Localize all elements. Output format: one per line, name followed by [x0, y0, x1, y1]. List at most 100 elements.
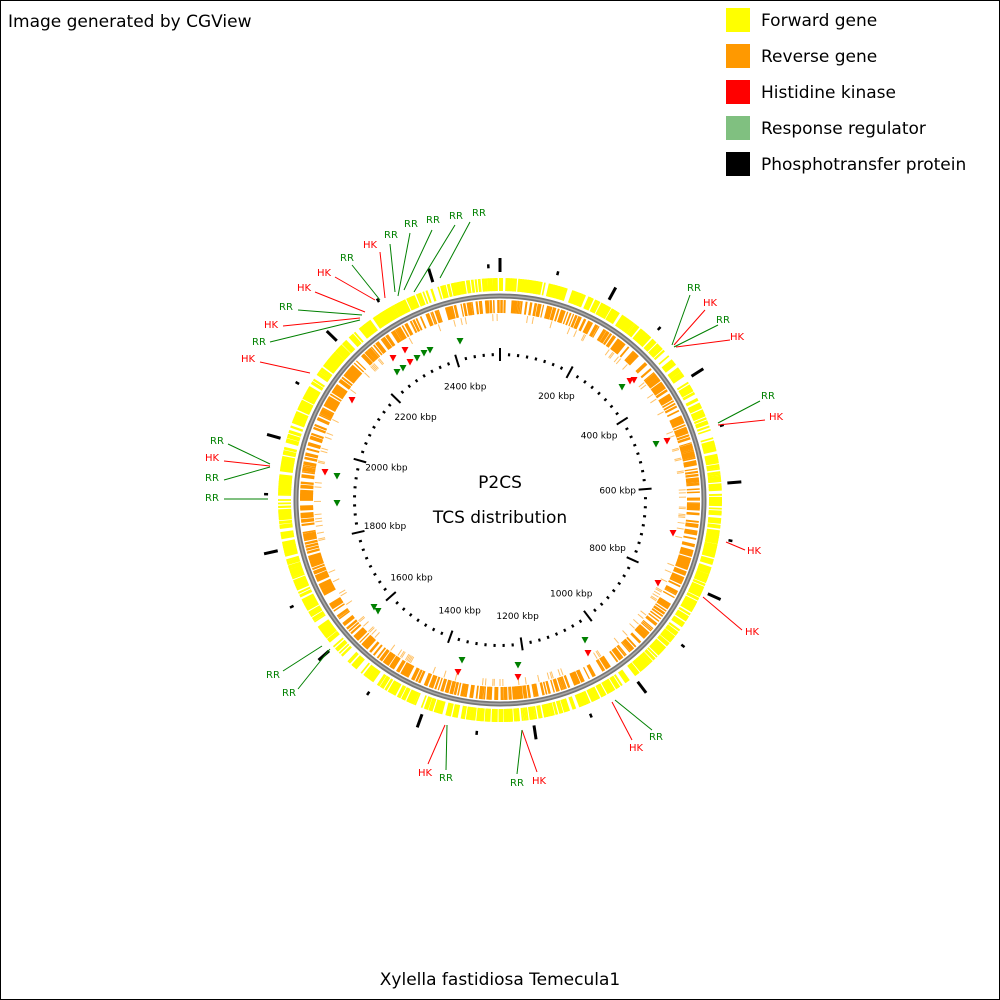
reverse-gene	[659, 596, 671, 606]
reverse-gene	[309, 558, 324, 565]
reverse-gene	[558, 309, 565, 323]
reverse-gene	[647, 376, 659, 386]
forward-gene	[707, 523, 721, 528]
forward-gene	[278, 486, 292, 491]
reverse-gene	[574, 316, 582, 330]
forward-gene	[378, 312, 388, 326]
inner-tick	[360, 450, 365, 454]
forward-gene	[338, 643, 350, 654]
reverse-gene	[313, 567, 327, 575]
feature-marker	[454, 669, 462, 676]
forward-gene	[398, 685, 407, 699]
feature-marker	[584, 650, 592, 657]
forward-gene	[685, 397, 699, 407]
reverse-gene	[484, 300, 488, 314]
forward-gene	[634, 657, 646, 670]
forward-gene	[649, 644, 661, 656]
reverse-gene	[679, 549, 693, 556]
reverse-gene	[658, 394, 672, 404]
forward-gene	[620, 318, 631, 331]
forward-gene	[307, 387, 321, 397]
reverse-gene	[396, 659, 405, 672]
reverse-gene	[679, 550, 693, 558]
forward-gene	[702, 445, 716, 451]
forward-gene	[549, 702, 555, 716]
outer-tick	[588, 713, 593, 718]
reverse-gene	[367, 348, 379, 360]
forward-gene	[430, 698, 437, 712]
inner-tick	[466, 640, 470, 644]
reverse-gene	[305, 542, 319, 548]
forward-gene	[472, 707, 477, 721]
forward-gene	[635, 656, 647, 669]
forward-gene	[544, 703, 550, 717]
reverse-gene	[681, 452, 695, 458]
forward-gene	[381, 676, 391, 689]
forward-gene	[702, 547, 717, 554]
forward-gene	[605, 679, 615, 692]
reverse-gene	[549, 671, 553, 679]
inner-tick	[617, 581, 622, 586]
reverse-gene	[565, 312, 572, 326]
reverse-gene	[597, 659, 606, 671]
forward-gene	[705, 534, 719, 540]
forward-gene	[705, 532, 720, 539]
feature-label: HK	[769, 412, 784, 423]
forward-gene	[304, 599, 318, 609]
forward-gene	[286, 557, 300, 563]
reverse-gene	[686, 483, 700, 487]
forward-gene	[675, 610, 689, 620]
forward-gene	[304, 393, 317, 402]
inner-tick	[537, 638, 541, 642]
reverse-gene	[685, 522, 699, 527]
reverse-gene	[561, 676, 567, 689]
leader-line	[439, 221, 471, 279]
forward-gene	[647, 647, 658, 658]
reverse-gene	[304, 539, 318, 545]
reverse-gene	[545, 306, 551, 320]
reverse-gene	[686, 506, 700, 509]
leader-line	[673, 309, 706, 346]
forward-gene	[322, 625, 335, 636]
forward-gene	[418, 292, 426, 306]
reverse-gene	[677, 556, 691, 563]
forward-gene	[283, 547, 298, 553]
reverse-gene	[657, 599, 670, 609]
reverse-gene	[335, 384, 348, 394]
reverse-gene	[684, 468, 698, 472]
reverse-gene	[321, 408, 334, 416]
reverse-gene	[302, 467, 316, 472]
forward-gene	[531, 706, 536, 720]
reverse-gene	[640, 368, 652, 379]
forward-gene	[437, 700, 443, 714]
inner-tick	[383, 587, 387, 592]
reverse-gene	[669, 577, 682, 585]
reverse-gene	[539, 682, 545, 696]
reverse-gene	[382, 651, 393, 664]
reverse-gene	[354, 628, 366, 639]
forward-gene	[587, 688, 596, 702]
reverse-gene	[437, 309, 443, 323]
reverse-gene	[320, 411, 333, 419]
forward-gene	[681, 601, 695, 610]
forward-gene	[689, 586, 703, 595]
reverse-gene	[470, 684, 475, 699]
reverse-gene	[480, 686, 484, 700]
feature-label: HK	[297, 283, 312, 294]
reverse-gene	[655, 587, 663, 592]
forward-gene	[455, 704, 461, 718]
forward-gene	[706, 529, 720, 535]
reverse-gene	[654, 386, 666, 396]
inner-tick	[407, 384, 412, 389]
inner-tick	[351, 529, 365, 535]
forward-gene	[671, 617, 684, 628]
reverse-gene	[676, 559, 690, 567]
reverse-gene	[303, 463, 317, 468]
reverse-gene	[636, 363, 648, 374]
forward-gene	[690, 409, 704, 417]
reverse-gene	[686, 480, 700, 484]
reverse-gene	[404, 323, 412, 336]
forward-gene	[703, 448, 717, 455]
reverse-gene	[681, 453, 696, 459]
reverse-gene	[664, 586, 678, 595]
